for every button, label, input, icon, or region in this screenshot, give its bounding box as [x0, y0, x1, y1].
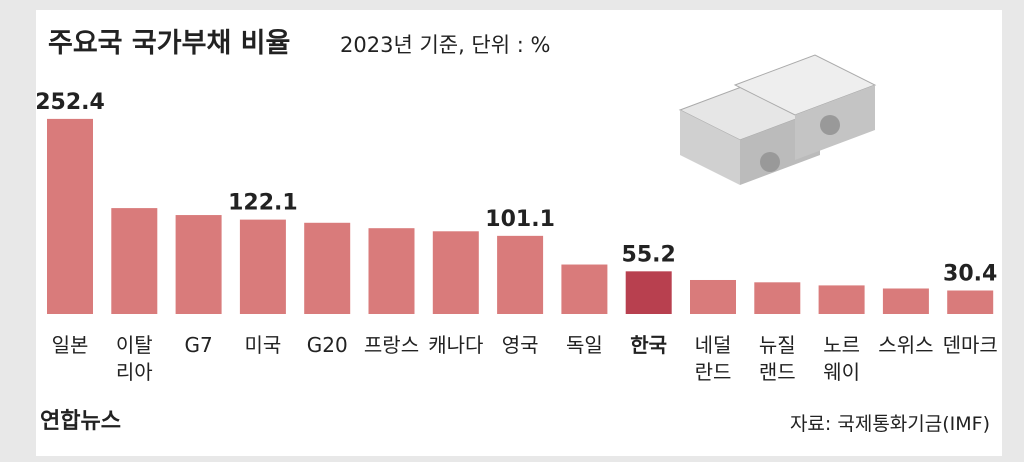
bar	[625, 271, 672, 314]
chart-title: 주요국 국가부채 비율	[48, 28, 290, 59]
x-tick-label: 한국	[630, 333, 667, 357]
bar	[947, 290, 994, 314]
bar	[818, 285, 865, 314]
bar	[754, 282, 801, 314]
logo: 연합뉴스	[40, 408, 121, 434]
bar	[111, 208, 158, 314]
x-tick-label: 네덜 란드	[695, 333, 732, 384]
x-tick-label: 미국	[244, 333, 281, 357]
x-tick-label: G20	[307, 333, 348, 357]
bar	[175, 215, 222, 314]
source: 자료: 국제통화기금(IMF)	[790, 413, 990, 435]
value-label: 101.1	[485, 207, 555, 232]
x-tick-label: G7	[184, 333, 212, 357]
bar	[882, 288, 929, 314]
value-label: 122.1	[228, 191, 298, 216]
x-tick-label: 뉴질 랜드	[759, 333, 796, 384]
bar	[432, 231, 479, 314]
chart-subtitle: 2023년 기준, 단위 : %	[340, 33, 550, 57]
bar	[690, 279, 736, 314]
bar	[304, 222, 351, 314]
x-tick-label: 일본	[52, 333, 89, 357]
bar	[561, 264, 608, 314]
value-label: 252.4	[35, 90, 105, 115]
x-tick-label: 노르 웨이	[823, 333, 860, 384]
x-tick-label: 스위스	[878, 333, 933, 357]
x-tick-label: 캐나다	[428, 333, 483, 357]
bar	[497, 235, 544, 314]
value-label: 30.4	[943, 262, 997, 287]
bar	[239, 219, 286, 314]
x-tick-label: 프랑스	[364, 333, 419, 357]
x-tick-label: 독일	[566, 333, 603, 357]
value-label: 55.2	[622, 242, 676, 267]
x-tick-label: 영국	[502, 333, 539, 357]
x-tick-label: 이탈 리아	[116, 333, 153, 384]
bar	[368, 228, 415, 314]
x-tick-label: 덴마크	[943, 333, 998, 357]
bar	[47, 118, 93, 314]
money-illustration	[678, 54, 877, 185]
